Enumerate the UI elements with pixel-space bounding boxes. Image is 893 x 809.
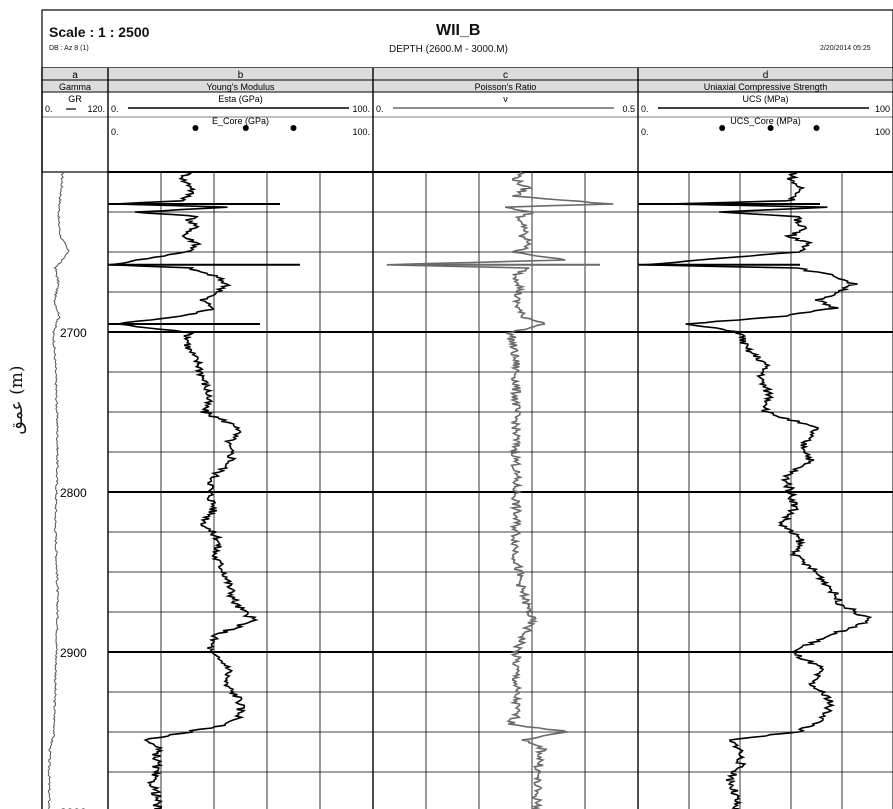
core-legend-dot	[767, 125, 774, 131]
curves	[47, 171, 873, 809]
curve-min-c: 0.	[376, 104, 384, 114]
curve-name-b: Esta (GPa)	[218, 94, 263, 104]
header-frame	[41, 9, 893, 69]
track-letter-d: d	[763, 70, 769, 81]
core-legend-dot	[813, 125, 820, 131]
core-legend-dot	[290, 125, 297, 131]
curve2-max-b: 100.	[352, 127, 370, 137]
curve-b	[109, 171, 259, 809]
curve-min-b: 0.	[111, 104, 119, 114]
core-legend-dot	[242, 125, 249, 131]
track-title-b: Young's Modulus	[207, 82, 275, 92]
track-title-c: Poisson's Ratio	[475, 82, 537, 92]
depth-tick-label: 2700	[60, 326, 87, 340]
core-legend-dot	[719, 125, 726, 131]
curve2-min-d: 0.	[641, 127, 649, 137]
curve-max-a: 120.	[87, 104, 105, 114]
curve-min-a: 0.	[45, 104, 53, 114]
curve2-name-d: UCS_Core (MPa)	[730, 116, 801, 126]
grid	[108, 171, 893, 809]
core-markers	[108, 203, 820, 325]
curve-c	[386, 171, 614, 809]
curve-name-a: GR	[68, 94, 82, 104]
curve-d	[644, 171, 873, 809]
curve-max-d: 100	[875, 104, 890, 114]
curve-max-b: 100.	[352, 104, 370, 114]
track-letter-b: b	[238, 70, 244, 81]
core-legend-dot	[192, 125, 199, 131]
track-letter-c: c	[503, 70, 508, 81]
depth-tick-label: 3000	[60, 806, 87, 809]
depth-tick-label: 2800	[60, 486, 87, 500]
curve-a	[47, 172, 70, 809]
curve2-name-b: E_Core (GPa)	[212, 116, 269, 126]
curve-name-d: UCS (MPa)	[742, 94, 788, 104]
track-letter-a: a	[72, 70, 78, 81]
date-label: 2/20/2014 05:25	[820, 45, 871, 52]
depth-range: DEPTH (2600.M - 3000.M)	[389, 44, 508, 55]
track-title-a: Gamma	[59, 82, 91, 92]
db-label: DB : Az 8 (1)	[49, 45, 89, 52]
depth-tick-label: 2900	[60, 646, 87, 660]
curve2-min-b: 0.	[111, 127, 119, 137]
curve-name-c: ν	[503, 94, 508, 104]
depth-labels: 2700 2800 2900 3000	[60, 326, 87, 809]
curve-max-c: 0.5	[622, 104, 635, 114]
well-name: WII_B	[436, 22, 481, 39]
scale-label: Scale : 1 : 2500	[49, 24, 150, 40]
curve-min-d: 0.	[641, 104, 649, 114]
track-title-d: Uniaxial Compressive Strength	[704, 82, 828, 92]
curve2-max-d: 100	[875, 127, 890, 137]
